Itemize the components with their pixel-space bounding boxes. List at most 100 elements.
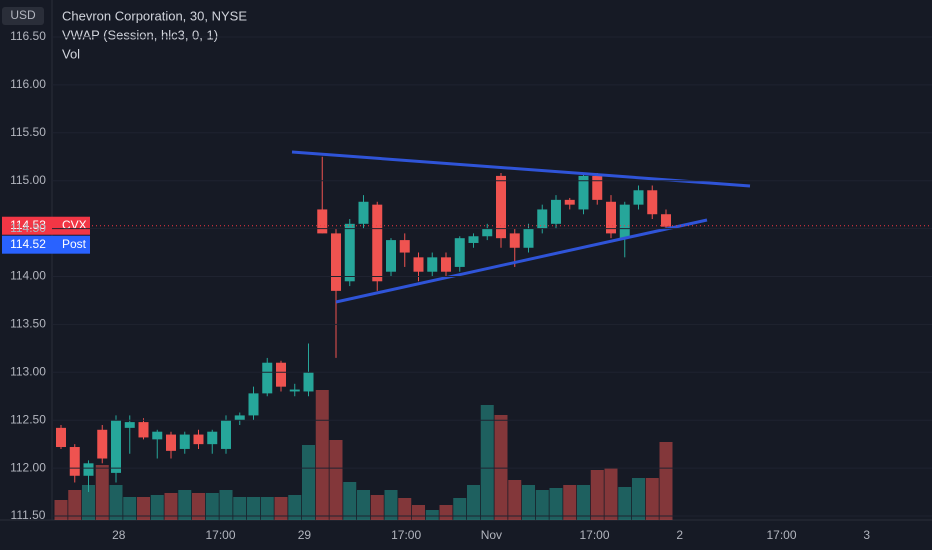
candle-body bbox=[551, 199, 561, 224]
x-tick-label: 17:00 bbox=[766, 528, 796, 542]
candle-body bbox=[69, 447, 80, 476]
volume-bar bbox=[329, 440, 343, 520]
candle-body bbox=[564, 199, 575, 205]
volume-bar bbox=[95, 465, 109, 520]
candle-body bbox=[303, 372, 314, 392]
volume-bar bbox=[315, 390, 329, 520]
candle-body bbox=[454, 238, 465, 267]
candle-body bbox=[248, 393, 259, 416]
y-tick-label: 113.50 bbox=[10, 317, 46, 331]
candle-body bbox=[468, 236, 479, 243]
candle-body bbox=[592, 175, 603, 200]
candle-body bbox=[179, 434, 190, 449]
candle-body bbox=[399, 240, 410, 253]
x-tick-label: 17:00 bbox=[391, 528, 421, 542]
candle-body bbox=[234, 415, 245, 421]
candle-body bbox=[496, 175, 506, 239]
volume-bar bbox=[604, 468, 618, 520]
candle-body bbox=[619, 204, 630, 239]
volume-bar bbox=[535, 490, 549, 520]
candle-body bbox=[661, 214, 671, 227]
candle-body bbox=[166, 434, 176, 451]
overlay-layer: 114.53 CVX 114.52 Post bbox=[2, 216, 932, 254]
candle-body bbox=[221, 420, 231, 449]
volume-bar bbox=[274, 497, 288, 520]
candle-body bbox=[537, 209, 548, 229]
volume-bar bbox=[288, 495, 302, 520]
volume-bar bbox=[123, 497, 137, 520]
volume-bar bbox=[233, 497, 247, 520]
y-tick-label: 112.50 bbox=[10, 412, 46, 426]
x-tick-label: 17:00 bbox=[205, 528, 235, 542]
candle-body bbox=[647, 190, 658, 215]
y-tick-label: 116.00 bbox=[10, 77, 46, 91]
candle-body bbox=[111, 420, 121, 473]
volume-bar bbox=[219, 490, 233, 520]
volume-bar bbox=[68, 490, 82, 520]
volume-bar bbox=[302, 445, 315, 520]
candle-body bbox=[276, 362, 286, 387]
volume-bar bbox=[178, 490, 192, 520]
price-marker-value: 114.53 bbox=[10, 218, 46, 232]
volume-bar bbox=[357, 490, 370, 520]
volume-bar bbox=[645, 478, 659, 520]
x-tick-label: Nov bbox=[481, 528, 502, 542]
candle-body bbox=[344, 223, 355, 282]
volume-bar bbox=[522, 485, 535, 520]
volume-bar bbox=[137, 497, 150, 520]
volume-label: Vol bbox=[62, 46, 80, 61]
volume-bar bbox=[192, 493, 205, 520]
candle-body bbox=[372, 204, 383, 282]
candle-body bbox=[482, 228, 493, 237]
candle-body bbox=[578, 175, 589, 210]
y-tick-label: 115.00 bbox=[10, 173, 46, 187]
candle-body bbox=[289, 389, 300, 392]
volume-bar bbox=[247, 497, 260, 520]
volume-bar bbox=[412, 505, 425, 520]
candle-body bbox=[633, 190, 644, 205]
volume-bar bbox=[618, 487, 632, 520]
candle-body bbox=[441, 257, 451, 272]
volume-bar bbox=[370, 495, 384, 520]
price-marker-tag: Post bbox=[62, 237, 87, 251]
volume-bar bbox=[205, 493, 219, 520]
candle-body bbox=[97, 429, 108, 459]
price-marker-box bbox=[2, 235, 90, 254]
candle-body bbox=[413, 257, 424, 272]
volume-bar bbox=[384, 490, 398, 520]
y-tick-label: 111.50 bbox=[11, 508, 46, 522]
candle-body bbox=[509, 233, 520, 248]
volume-bar bbox=[164, 493, 178, 520]
x-tick-label: 17:00 bbox=[579, 528, 609, 542]
volume-layer bbox=[54, 390, 673, 520]
volume-bar bbox=[398, 498, 412, 520]
candle-body bbox=[207, 431, 218, 445]
volume-bar bbox=[343, 482, 357, 520]
volume-bar bbox=[480, 405, 494, 520]
volume-bar bbox=[439, 505, 453, 520]
candle-body bbox=[427, 257, 438, 272]
candle-body bbox=[124, 422, 135, 428]
chart-title: Chevron Corporation, 30, NYSE bbox=[62, 8, 247, 23]
volume-bar bbox=[453, 498, 467, 520]
currency-box bbox=[2, 7, 44, 25]
volume-bar bbox=[150, 495, 164, 520]
volume-bar bbox=[549, 488, 563, 520]
volume-bar bbox=[590, 470, 604, 520]
candle-body bbox=[331, 233, 341, 291]
price-marker-value: 114.52 bbox=[10, 237, 46, 251]
candle-body bbox=[386, 240, 396, 272]
volume-bar bbox=[632, 478, 645, 520]
volume-bar bbox=[659, 442, 673, 520]
candle-body bbox=[523, 228, 534, 248]
candle-body bbox=[193, 434, 204, 445]
x-tick-label: 28 bbox=[112, 528, 126, 542]
candle-body bbox=[358, 201, 369, 224]
candle-body bbox=[152, 431, 163, 440]
volume-bar bbox=[82, 485, 95, 520]
candle-body bbox=[606, 201, 616, 234]
price-marker-tag: CVX bbox=[62, 218, 87, 232]
volume-bar bbox=[109, 485, 123, 520]
